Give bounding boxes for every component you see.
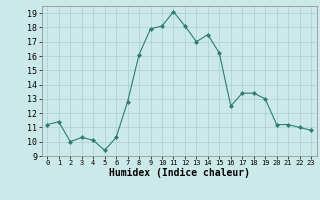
X-axis label: Humidex (Indice chaleur): Humidex (Indice chaleur) [109,168,250,178]
